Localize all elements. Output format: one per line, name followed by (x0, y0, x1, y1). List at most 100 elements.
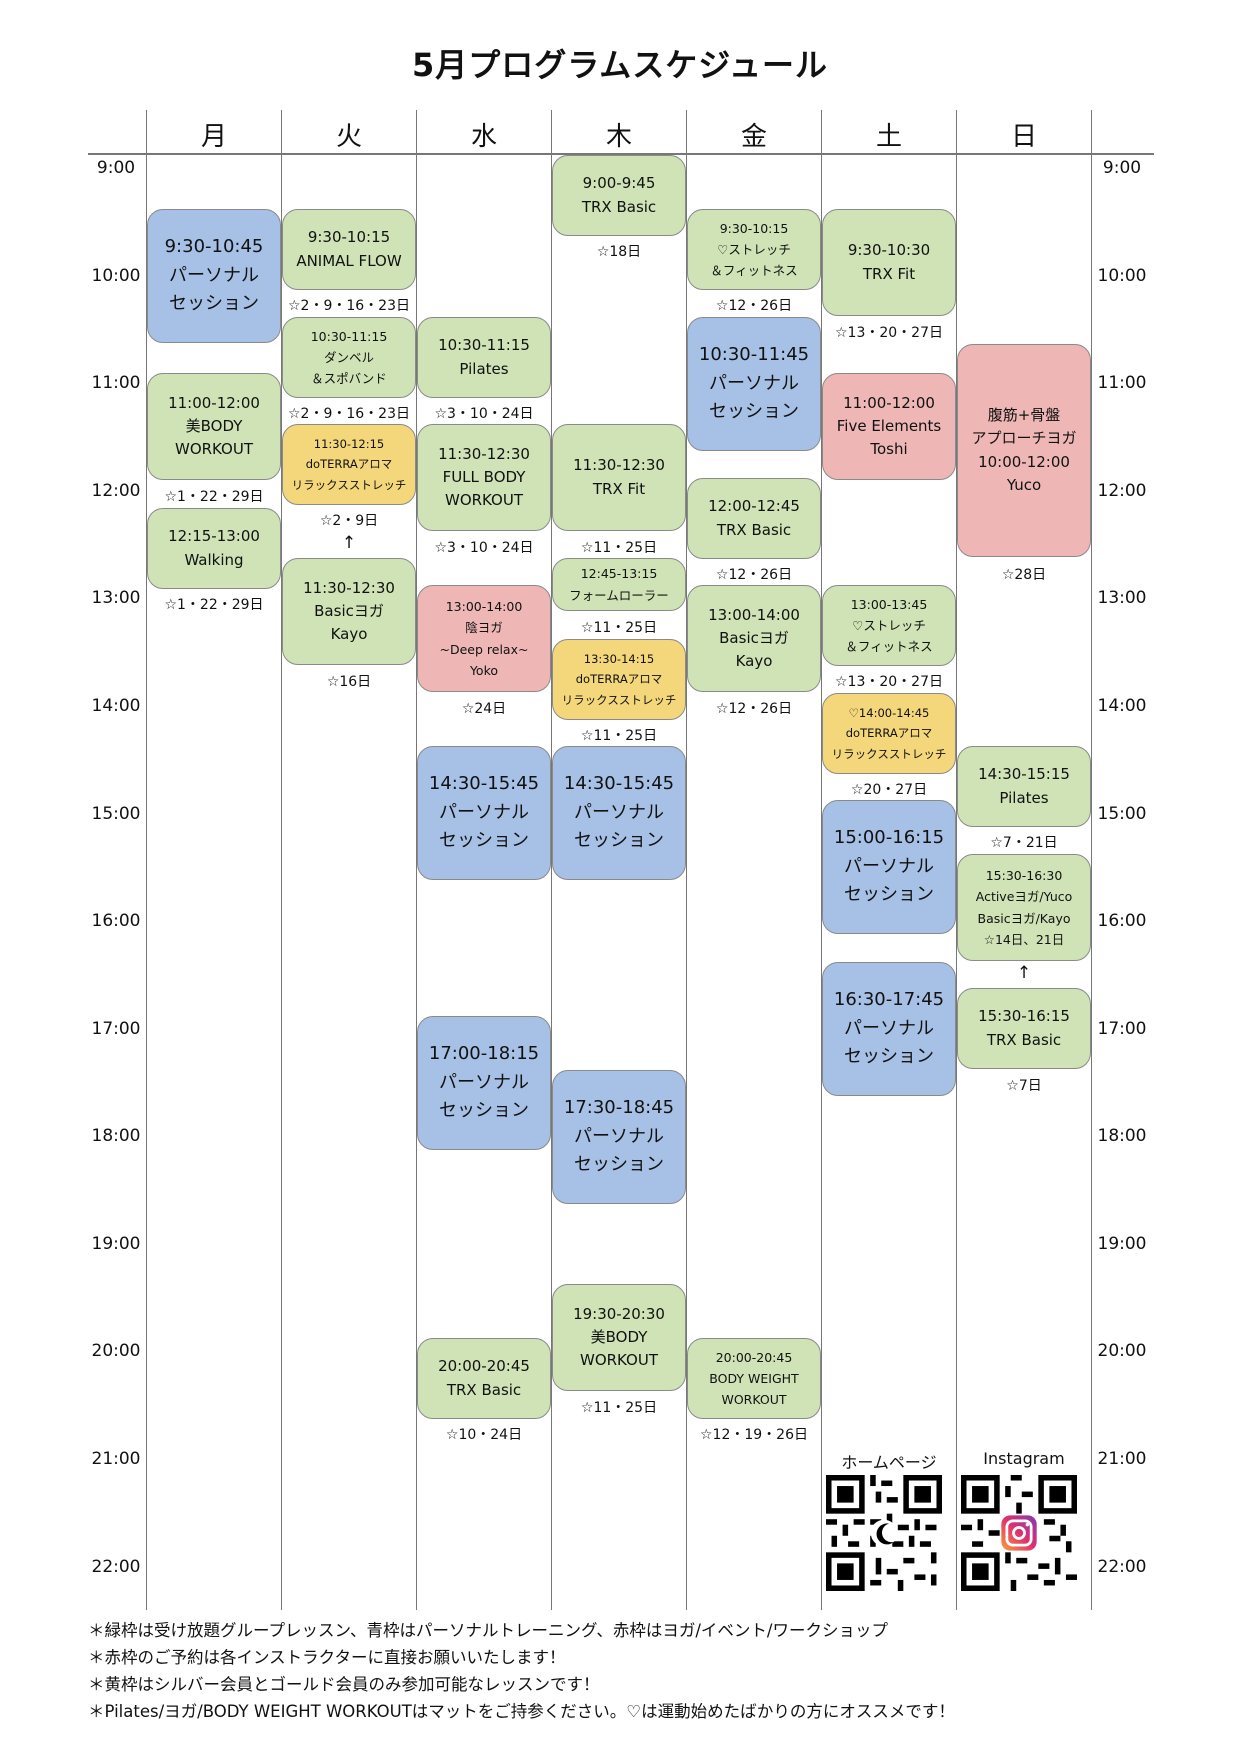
time-label: 10:00 (91, 266, 141, 286)
class-time: 腹筋+骨盤 (987, 406, 1061, 424)
class-time: 13:00-14:00 (708, 605, 800, 624)
instagram-label: Instagram (983, 1449, 1065, 1468)
class-dates: ☆12・26日 (715, 701, 793, 717)
class-dates: ☆11・25日 (580, 540, 658, 556)
class-time: 20:00-20:45 (715, 1349, 793, 1365)
class-time: 13:00-13:45 (850, 596, 928, 612)
class-line: セッション (844, 1046, 934, 1068)
class-line: パーソナル (709, 372, 799, 394)
class-time: 17:30-18:45 (563, 1096, 675, 1118)
class-line: セッション (574, 1154, 664, 1176)
class-time: 11:30-12:30 (438, 444, 530, 463)
class-line: セッション (169, 293, 259, 315)
class-dates: ☆20・27日 (850, 782, 928, 798)
class-line: リラックスストレッチ (831, 746, 947, 761)
class-line: TRX Basic (986, 1030, 1062, 1049)
class-dates: ☆2・9日 (319, 513, 379, 529)
time-label: 11:00 (91, 373, 141, 393)
class-line: ダンベル (323, 349, 374, 365)
class-time: 15:00-16:15 (833, 826, 945, 848)
class-line: 美BODY (185, 416, 243, 435)
class-time: 9:30-10:15 (719, 220, 789, 236)
class-line: ☆14日、21日 (983, 931, 1065, 947)
class-line: doTERRAアロマ (845, 726, 933, 741)
class-time: 11:30-12:30 (303, 578, 395, 597)
class-block: 14:30-15:45 パーソナル セッション (417, 746, 551, 880)
class-time: 19:30-20:30 (573, 1304, 665, 1323)
class-time: 13:00-14:00 (445, 599, 523, 614)
class-time: 10:30-11:15 (310, 328, 388, 344)
day-header-tue: 火 (335, 122, 362, 152)
day-header-fri: 金 (740, 122, 767, 152)
day-header-sat: 土 (875, 122, 902, 152)
class-line: セッション (574, 830, 664, 852)
class-line: TRX Fit (862, 264, 916, 283)
grid-line (146, 110, 147, 1610)
class-line: Kayo (330, 625, 368, 644)
class-block: 13:00-14:00 陰ヨガ ~Deep relax~ Yoko (417, 585, 551, 692)
class-dates: ☆11・25日 (580, 1400, 658, 1416)
class-line: TRX Basic (581, 197, 657, 216)
class-line: ＆フィットネス (710, 263, 798, 279)
class-line: パーソナル (439, 1071, 529, 1093)
class-dates: ☆1・22・29日 (164, 489, 264, 505)
class-time: 14:30-15:45 (428, 772, 540, 794)
class-line: Basicヨガ/Kayo (977, 910, 1071, 926)
class-line: FULL BODY (442, 467, 526, 486)
class-dates: ☆16日 (326, 674, 372, 690)
time-label: 15:00 (91, 804, 141, 824)
class-block: 15:00-16:15 パーソナル セッション (822, 800, 956, 934)
class-dates: ☆11・25日 (580, 728, 658, 744)
class-line: 10:00-12:00 (978, 452, 1070, 471)
class-time: 12:15-13:00 (168, 527, 260, 546)
class-block: 11:00-12:00 Five Elements Toshi (822, 373, 956, 480)
time-label: 14:00 (1097, 696, 1147, 716)
class-block: 15:30-16:30 Activeヨガ/Yuco Basicヨガ/Kayo ☆… (957, 854, 1091, 961)
time-label: 9:00 (96, 158, 136, 178)
instagram-qr-code[interactable] (961, 1475, 1077, 1591)
class-time: 13:30-14:15 (583, 652, 655, 667)
class-block: 16:30-17:45 パーソナル セッション (822, 962, 956, 1096)
class-line: Five Elements (836, 416, 942, 435)
class-dates: ☆13・20・27日 (835, 674, 943, 690)
class-time: 16:30-17:45 (833, 988, 945, 1010)
up-arrow-icon: ↑ (1016, 963, 1032, 983)
class-block: 11:30-12:15 doTERRAアロマ リラックスストレッチ (282, 424, 416, 505)
class-line: TRX Basic (446, 1380, 522, 1399)
class-block: 19:30-20:30 美BODY WORKOUT (552, 1284, 686, 1391)
class-block: 9:30-10:30 TRX Fit (822, 209, 956, 316)
class-line: WORKOUT (579, 1351, 659, 1370)
class-line: Yuco (1006, 475, 1042, 494)
class-block: 10:30-11:15 Pilates (417, 317, 551, 398)
day-header-sun: 日 (1010, 122, 1037, 152)
class-line: ♡ストレッチ (852, 617, 926, 633)
class-line: フォームローラー (569, 587, 669, 603)
homepage-qr-code[interactable] (826, 1475, 942, 1591)
class-block: 20:00-20:45 TRX Basic (417, 1338, 551, 1419)
class-line: アプローチヨガ (971, 429, 1077, 448)
class-dates: ☆2・9・16・23日 (288, 406, 410, 422)
class-dates: ☆13・20・27日 (835, 325, 943, 341)
day-header-mon: 月 (200, 122, 227, 152)
class-line: Toshi (870, 440, 908, 459)
class-line: セッション (709, 401, 799, 423)
class-line: セッション (844, 884, 934, 906)
grid-line (686, 110, 687, 1610)
class-block: 17:30-18:45 パーソナル セッション (552, 1070, 686, 1204)
time-label: 22:00 (1097, 1557, 1147, 1577)
class-dates: ☆11・25日 (580, 620, 658, 636)
class-block: 9:30-10:45 パーソナル セッション (147, 209, 281, 343)
time-label: 13:00 (1097, 588, 1147, 608)
class-block: 13:30-14:15 doTERRAアロマ リラックスストレッチ (552, 639, 686, 720)
time-label: 16:00 (91, 911, 141, 931)
class-time: 9:30-10:45 (164, 235, 264, 257)
class-line: TRX Fit (592, 479, 646, 498)
class-time: 9:30-10:15 (307, 228, 391, 247)
time-label: 14:00 (91, 696, 141, 716)
class-block: 11:30-12:30 TRX Fit (552, 424, 686, 531)
class-time: 11:30-12:30 (573, 456, 665, 475)
footer-note: ＊緑枠は受け放題グループレッスン、青枠はパーソナルトレーニング、赤枠はヨガ/イベ… (88, 1621, 888, 1640)
time-label: 20:00 (1097, 1341, 1147, 1361)
homepage-label: ホームページ (841, 1453, 937, 1472)
class-line: WORKOUT (721, 1392, 787, 1408)
